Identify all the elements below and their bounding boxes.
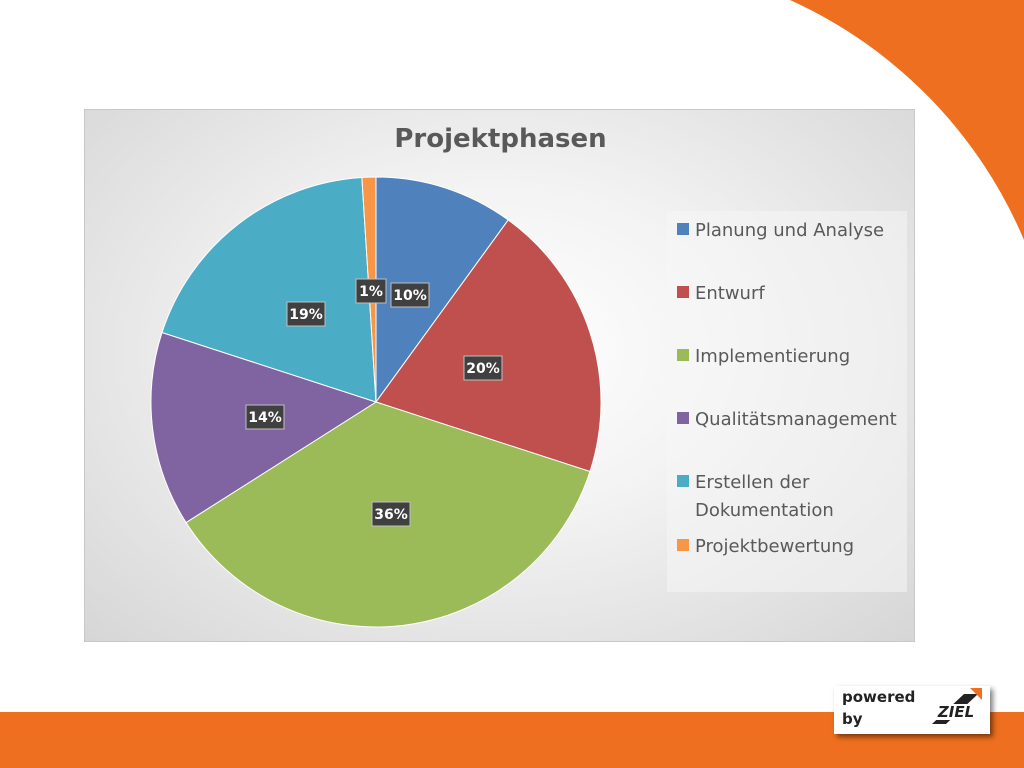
- data-label-implementierung: 36%: [371, 501, 411, 527]
- data-label-text-implementierung: 36%: [374, 507, 408, 523]
- data-label-text-planung: 10%: [393, 288, 427, 304]
- ziel-logo[interactable]: powered by ZIEL: [834, 686, 990, 734]
- data-label-box-planung: [390, 282, 430, 308]
- orange-arc-shape: [790, 0, 1024, 240]
- pie-chart: 10% 20% 36% 14% 19% 1%: [150, 176, 602, 628]
- data-label-box-qualitaetsmanagement: [245, 404, 285, 430]
- legend-swatch-implementierung: [677, 349, 689, 361]
- legend-label-projektbewertung: Projektbewertung: [695, 536, 855, 557]
- legend-item-qualitaetsmanagement[interactable]: Qualitätsmanagement: [677, 406, 903, 434]
- pie-slice-entwurf[interactable]: [375, 219, 602, 473]
- legend-item-planung[interactable]: Planung und Analyse: [677, 217, 903, 245]
- legend-swatch-qualitaetsmanagement: [677, 412, 689, 424]
- legend-item-dokumentation[interactable]: Erstellen der Dokumentation: [677, 469, 903, 525]
- legend-label-qualitaetsmanagement: Qualitätsmanagement: [695, 409, 897, 430]
- legend-item-projektbewertung[interactable]: Projektbewertung: [677, 533, 903, 561]
- legend-item-implementierung[interactable]: Implementierung: [677, 343, 903, 371]
- data-label-text-entwurf: 20%: [466, 361, 500, 377]
- data-label-box-dokumentation: [286, 301, 326, 327]
- chart-area[interactable]: 10% 20% 36% 14% 19% 1% Projektphasen Planung …: [84, 109, 915, 642]
- logo-wordmark-bg: [930, 704, 982, 720]
- data-label-box-entwurf: [463, 355, 503, 381]
- data-label-qualitaetsmanagement: 14%: [245, 404, 285, 430]
- data-label-text-dokumentation: 19%: [289, 307, 323, 323]
- legend-item-entwurf[interactable]: Entwurf: [677, 280, 903, 308]
- data-label-box-implementierung: [371, 501, 411, 527]
- legend-label-implementierung: Implementierung: [695, 346, 851, 367]
- data-label-text-projektbewertung: 1%: [359, 284, 383, 300]
- data-label-box-projektbewertung: [355, 278, 387, 304]
- pie-slice-dokumentation[interactable]: [161, 176, 377, 403]
- legend-swatch-planung: [677, 223, 689, 235]
- logo-by-text: by: [842, 710, 863, 728]
- logo-powered-text: powered: [842, 688, 916, 706]
- data-label-entwurf: 20%: [463, 355, 503, 381]
- data-label-planung: 10%: [390, 282, 430, 308]
- legend-swatch-projektbewertung: [677, 539, 689, 551]
- logo-wordmark: ZIEL: [937, 703, 974, 721]
- legend-swatch-entwurf: [677, 286, 689, 298]
- logo-orange-corner: [970, 688, 982, 700]
- data-label-dokumentation: 19%: [286, 301, 326, 327]
- data-label-text-qualitaetsmanagement: 14%: [248, 410, 282, 426]
- pie-slice-planung[interactable]: [375, 176, 509, 404]
- data-label-projektbewertung: 1%: [355, 278, 387, 304]
- legend-label-dokumentation: Erstellen der Dokumentation: [695, 472, 834, 521]
- legend[interactable]: Planung und Analyse Entwurf Implementier…: [667, 211, 907, 592]
- chart-title: Projektphasen: [394, 124, 607, 154]
- legend-label-entwurf: Entwurf: [695, 283, 765, 304]
- ziel-logo-icon: ZIEL: [930, 688, 982, 724]
- legend-label-planung: Planung und Analyse: [695, 220, 885, 241]
- legend-swatch-dokumentation: [677, 475, 689, 487]
